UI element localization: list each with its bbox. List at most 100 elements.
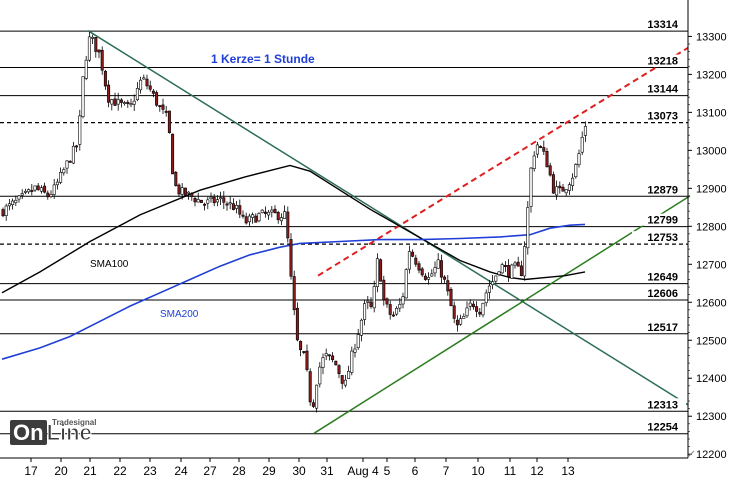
candle-body-66 (212, 197, 216, 204)
sma100-line (1, 164, 586, 294)
candle-body-44 (142, 77, 146, 80)
candle-body-109 (350, 350, 354, 373)
candle-body-57 (183, 187, 187, 196)
candle-body-60 (193, 198, 197, 203)
y-tick-label-13000: 13000 (696, 145, 727, 157)
candle-body-121 (388, 304, 392, 315)
x-tick-label-16: 11 (504, 464, 517, 478)
candle-body-35 (113, 98, 117, 106)
y-tick-label-12500: 12500 (696, 335, 727, 347)
candle-body-107 (343, 379, 347, 386)
candle-body-136 (436, 259, 440, 269)
candle-body-151 (484, 292, 488, 304)
candle-body-115 (369, 301, 373, 307)
y-tick-label-13100: 13100 (696, 107, 727, 119)
candle-body-140 (449, 288, 453, 307)
x-tick-label-6: 27 (203, 464, 217, 478)
candle-body-27 (87, 36, 91, 61)
candle-body-169 (542, 147, 546, 152)
watermark-line: Line (46, 420, 92, 446)
candle-body-13 (43, 185, 47, 193)
x-tick-label-11: Aug 4 (347, 464, 379, 478)
candle-body-93 (299, 340, 303, 351)
candle-body-8 (27, 189, 31, 193)
level-label-bg-3 (632, 109, 686, 122)
candle-body-24 (78, 115, 82, 145)
level-label-4: 12879 (647, 184, 678, 196)
candle-body-180 (577, 153, 581, 166)
candles (1, 32, 587, 413)
x-tick-label-17: 12 (530, 464, 544, 478)
candle-body-84 (270, 209, 274, 213)
candle-body-56 (180, 187, 184, 195)
candle-body-147 (471, 303, 475, 308)
level-label-8: 12606 (647, 288, 678, 300)
candle-body-120 (385, 298, 389, 305)
candle-body-69 (222, 197, 226, 203)
candle-body-152 (487, 285, 491, 293)
candle-body-149 (478, 311, 482, 315)
candle-body-28 (91, 36, 95, 39)
candle-body-58 (187, 191, 191, 194)
candle-body-1 (4, 205, 8, 216)
x-tick-label-1: 20 (54, 464, 68, 478)
candle-body-52 (167, 110, 171, 133)
candle-body-170 (545, 151, 549, 168)
candle-body-101 (324, 353, 328, 357)
candle-body-53 (171, 133, 175, 175)
candle-body-124 (398, 304, 402, 309)
candle-body-18 (59, 172, 63, 183)
candle-body-182 (583, 126, 587, 136)
candle-body-99 (318, 366, 322, 385)
y-tick-label-12400: 12400 (696, 373, 727, 385)
candle-body-131 (420, 268, 424, 276)
candle-body-122 (391, 314, 395, 317)
level-label-5: 12799 (647, 215, 678, 227)
candle-body-17 (55, 181, 59, 186)
candle-body-55 (177, 184, 181, 195)
candle-body-135 (433, 267, 437, 274)
candle-body-162 (519, 265, 523, 276)
x-tick-label-14: 7 (443, 464, 450, 478)
candle-body-113 (363, 303, 367, 320)
candle-body-130 (417, 263, 421, 271)
candle-body-54 (174, 171, 178, 186)
candle-body-168 (539, 146, 543, 148)
candle-body-174 (558, 185, 562, 189)
x-tick-label-13: 6 (412, 464, 419, 478)
candle-body-25 (81, 76, 85, 118)
candle-body-154 (494, 275, 498, 282)
watermark-vendor: Tradesignal (52, 418, 97, 427)
candle-body-73 (235, 205, 239, 209)
x-tick-label-15: 10 (471, 464, 485, 478)
candle-body-86 (276, 212, 280, 221)
candle-body-181 (580, 136, 584, 153)
candle-body-159 (510, 264, 514, 279)
candle-body-164 (526, 207, 530, 249)
candle-body-144 (462, 316, 466, 319)
candle-body-118 (379, 259, 383, 282)
x-tick-label-5: 24 (174, 464, 188, 478)
candle-body-146 (468, 302, 472, 307)
candle-body-29 (94, 37, 98, 52)
level-label-bg-0 (632, 18, 686, 31)
candle-body-37 (119, 99, 123, 103)
candle-body-160 (513, 262, 517, 266)
candle-body-157 (503, 265, 507, 267)
candle-body-43 (139, 79, 143, 91)
trendline-up (313, 195, 691, 434)
candle-body-87 (279, 217, 283, 222)
candle-body-150 (481, 302, 485, 316)
candle-body-78 (251, 214, 255, 218)
candle-body-6 (20, 193, 24, 196)
corner-mark (687, 450, 695, 458)
candle-body-11 (36, 185, 40, 190)
level-label-bg-9 (632, 320, 686, 333)
candle-body-106 (340, 375, 344, 384)
candle-body-88 (283, 211, 287, 219)
candle-body-74 (238, 205, 242, 215)
y-tick-label-12900: 12900 (696, 183, 727, 195)
candle-body-137 (439, 260, 443, 278)
candle-body-123 (395, 308, 399, 315)
candle-body-12 (39, 187, 43, 192)
